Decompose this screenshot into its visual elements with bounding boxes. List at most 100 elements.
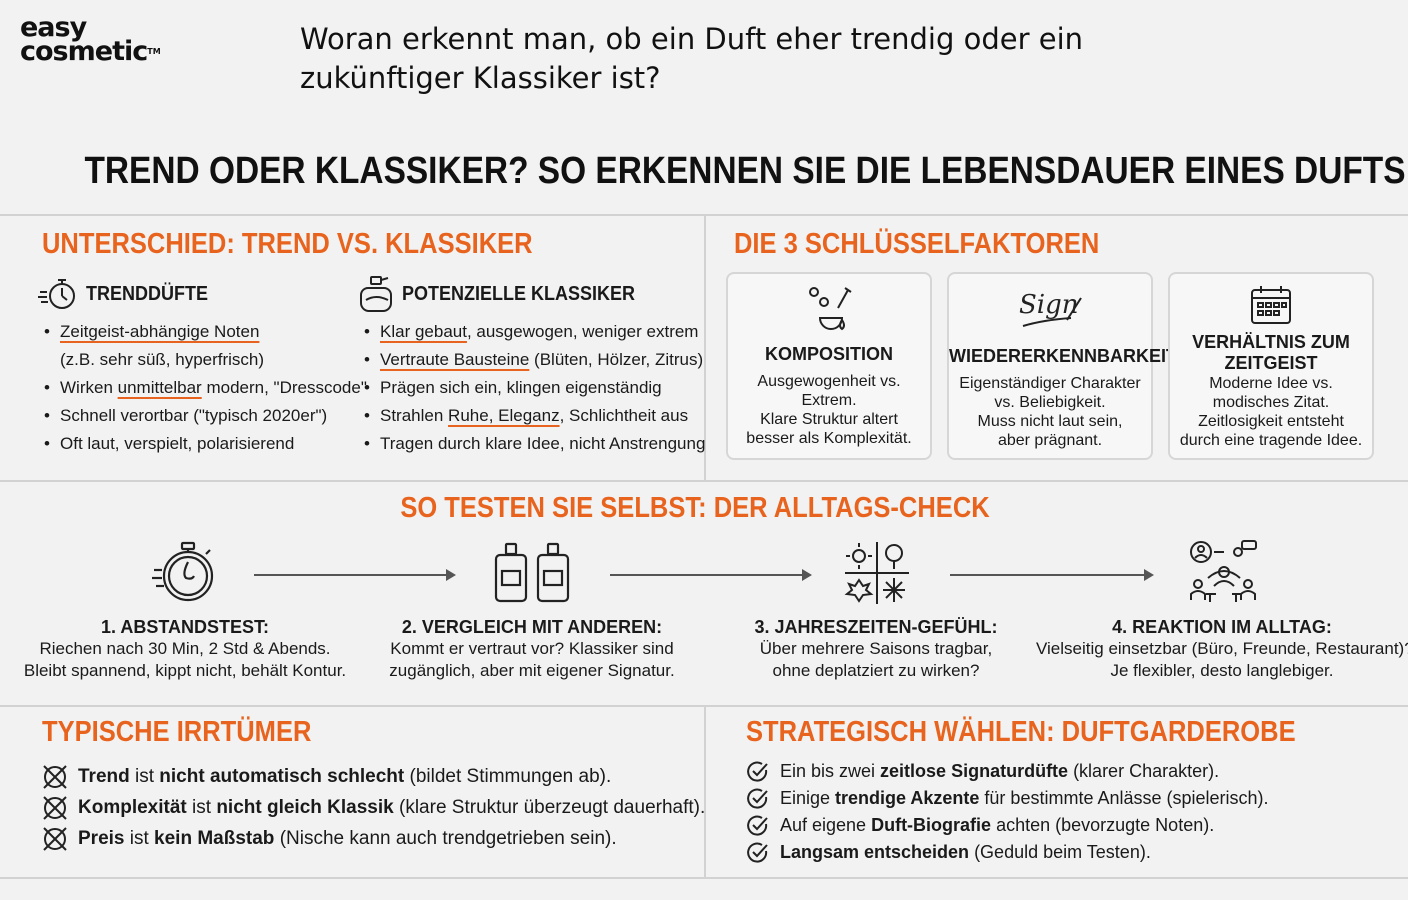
factor-card-description: Ausgewogenheit vs. Extrem. Klare Struktu… xyxy=(728,372,930,448)
irrtum-text: ist xyxy=(124,828,155,849)
unterschied-title: UNTERSCHIED: TREND VS. KLASSIKER xyxy=(42,228,533,260)
factor-card-line: vs. Beliebigkeit. xyxy=(994,394,1106,411)
step-line: Je flexibler, desto langlebiger. xyxy=(1110,661,1334,680)
irrtum-item: Preis ist kein Maßstab (Nische kann auch… xyxy=(42,824,705,854)
factor-card-title: KOMPOSITION xyxy=(764,344,893,364)
factor-card-line: Zeitlosigkeit entsteht xyxy=(1198,413,1344,430)
strategie-bold: zeitlose Signaturdüfte xyxy=(880,761,1069,781)
irrtum-text: (Nische kann auch trendgetrieben sein). xyxy=(274,828,617,849)
step-title: 1. ABSTANDSTEST: xyxy=(100,617,269,637)
irrtum-bold: Trend xyxy=(78,766,130,787)
irrtum-text: ist xyxy=(186,797,217,818)
step-title: 4. REAKTION IM ALLTAG: xyxy=(1112,617,1332,637)
question-line-2: zukünftiger Klassiker ist? xyxy=(300,61,661,95)
people-icon xyxy=(1188,538,1260,606)
question-line-1: Woran erkennt man, ob ein Duft eher tren… xyxy=(300,22,1084,56)
irrtuemer-title: TYPISCHE IRRTÜMER xyxy=(42,716,312,748)
irrtum-bold: Preis xyxy=(78,828,125,849)
divider-middle xyxy=(0,480,1408,482)
perfume-drops-icon xyxy=(804,282,854,332)
factor-card-title: WIEDERERKENNBARKEIT xyxy=(949,346,1178,366)
trend-list: Zeitgeist-abhängige Noten (z.B. sehr süß,… xyxy=(42,318,367,458)
step-arrow xyxy=(610,569,812,581)
klassik-item: Strahlen Ruhe, Eleganz, Schlichtheit aus xyxy=(362,402,705,430)
cross-circle-icon xyxy=(43,765,67,789)
step-line: zugänglich, aber mit eigener Signatur. xyxy=(389,661,675,680)
klassik-list: Klar gebaut, ausgewogen, weniger extrem … xyxy=(362,318,705,458)
check-circle-icon xyxy=(747,842,768,863)
check-circle-icon xyxy=(747,815,768,836)
factor-card-komposition: KOMPOSITION Ausgewogenheit vs. Extrem. K… xyxy=(726,272,932,460)
step-line: Vielseitig einsetzbar (Büro, Freunde, Re… xyxy=(1036,639,1408,658)
trend-item-underlined: unmittelbar xyxy=(117,378,202,397)
strategie-list: Ein bis zwei zeitlose Signaturdüfte (kla… xyxy=(746,758,1269,866)
factor-card-line: aber prägnant. xyxy=(997,432,1103,449)
strategie-text: achten (bevorzugte Noten). xyxy=(991,815,1215,835)
trend-item-underlined: Zeitgeist-abhängige Noten xyxy=(60,322,260,341)
klassik-item-text: Tragen durch klare Idee, nicht Anstrengu… xyxy=(380,434,706,453)
page-question: Woran erkennt man, ob ein Duft eher tren… xyxy=(300,20,1200,98)
trend-item: Zeitgeist-abhängige Noten (z.B. sehr süß,… xyxy=(42,318,367,374)
factor-card-wiedererkennbarkeit: Sign WIEDERERKENNBARKEIT Eigenständiger … xyxy=(947,272,1178,460)
divider-vertical-lower xyxy=(704,707,706,877)
irrtum-bold: Komplexität xyxy=(78,797,187,818)
strategie-text: (Geduld beim Testen). xyxy=(969,842,1151,862)
strategie-title: STRATEGISCH WÄHLEN: DUFTGARDEROBE xyxy=(746,716,1296,748)
strategie-text: Einige xyxy=(780,788,836,808)
divider-bottom xyxy=(0,705,1408,707)
irrtum-text: ist xyxy=(129,766,160,787)
two-bottles-icon xyxy=(494,541,572,605)
step-1: 1. ABSTANDSTEST: Riechen nach 30 Min, 2 … xyxy=(0,617,370,682)
trend-item: Oft laut, verspielt, polarisierend xyxy=(42,430,367,458)
logo-line-1: easy xyxy=(20,12,87,43)
logo-trademark: TM xyxy=(147,47,161,56)
klassik-item: Vertraute Bausteine (Blüten, Hölzer, Zit… xyxy=(362,346,705,374)
trend-item: Wirken unmittelbar modern, "Dresscode" xyxy=(42,374,367,402)
factor-card-line: Ausgewogenheit vs. xyxy=(757,373,901,390)
irrtum-bold: kein Maßstab xyxy=(154,828,275,849)
klassik-item: Tragen durch klare Idee, nicht Anstrengu… xyxy=(362,430,705,458)
stopwatch-icon xyxy=(38,276,78,312)
strategie-item: Auf eigene Duft-Biografie achten (bevorz… xyxy=(746,812,1269,839)
step-title: 3. JAHRESZEITEN-GEFÜHL: xyxy=(754,617,998,637)
trend-item: Schnell verortbar ("typisch 2020er") xyxy=(42,402,367,430)
step-line: Bleibt spannend, kippt nicht, behält Kon… xyxy=(23,661,347,680)
irrtum-bold: nicht gleich Klassik xyxy=(216,797,394,818)
factor-card-line: modisches Zitat. xyxy=(1212,394,1330,411)
brand-logo: easy cosmeticTM xyxy=(20,12,190,65)
four-seasons-icon xyxy=(843,540,911,606)
divider-top xyxy=(0,214,1408,216)
step-line: Riechen nach 30 Min, 2 Std & Abends. xyxy=(39,639,331,658)
trend-item-sub: (z.B. sehr süß, hyperfrisch) xyxy=(60,350,265,369)
factor-card-line: durch eine tragende Idee. xyxy=(1179,432,1363,449)
strategie-text: Ein bis zwei xyxy=(780,761,881,781)
step-3: 3. JAHRESZEITEN-GEFÜHL: Über mehrere Sai… xyxy=(726,617,1026,682)
irrtum-item: Trend ist nicht automatisch schlecht (bi… xyxy=(42,762,705,792)
irrtum-bold: nicht automatisch schlecht xyxy=(159,766,405,787)
faktoren-title: DIE 3 SCHLÜSSELFAKTOREN xyxy=(734,228,1100,260)
strategie-item: Einige trendige Akzente für bestimmte An… xyxy=(746,785,1269,812)
divider-footer xyxy=(0,877,1408,879)
strategie-text: (klarer Charakter). xyxy=(1068,761,1220,781)
strategie-bold: trendige Akzente xyxy=(835,788,980,808)
klassik-item-underlined: Vertraute Bausteine xyxy=(380,350,530,369)
factor-card-title-line: VERHÄLTNIS ZUM xyxy=(1192,332,1350,352)
trend-item-text: Oft laut, verspielt, polarisierend xyxy=(60,434,295,453)
perfume-bottle-icon xyxy=(360,274,394,314)
step-line: ohne deplatziert zu wirken? xyxy=(772,661,980,680)
strategie-text: Auf eigene xyxy=(780,815,872,835)
stopwatch-nose-icon xyxy=(152,540,218,606)
factor-card-line: Muss nicht laut sein, xyxy=(977,413,1123,430)
klassik-item-text: Prägen sich ein, klingen eigenständig xyxy=(380,378,662,397)
strategie-item: Ein bis zwei zeitlose Signaturdüfte (kla… xyxy=(746,758,1269,785)
step-2: 2. VERGLEICH MIT ANDEREN: Kommt er vertr… xyxy=(362,617,702,682)
signature-text: Sign xyxy=(1019,290,1079,320)
step-line: Kommt er vertraut vor? Klassiker sind xyxy=(390,639,674,658)
step-arrow xyxy=(950,569,1154,581)
factor-card-title: VERHÄLTNIS ZUM ZEITGEIST xyxy=(1170,332,1372,374)
factor-card-zeitgeist: VERHÄLTNIS ZUM ZEITGEIST Moderne Idee vs… xyxy=(1168,272,1374,460)
factor-card-line: Eigenständiger Charakter xyxy=(959,375,1141,392)
check-circle-icon xyxy=(747,761,768,782)
irrtum-text: (bildet Stimmungen ab). xyxy=(404,766,612,787)
signature-icon: Sign xyxy=(1015,284,1085,332)
